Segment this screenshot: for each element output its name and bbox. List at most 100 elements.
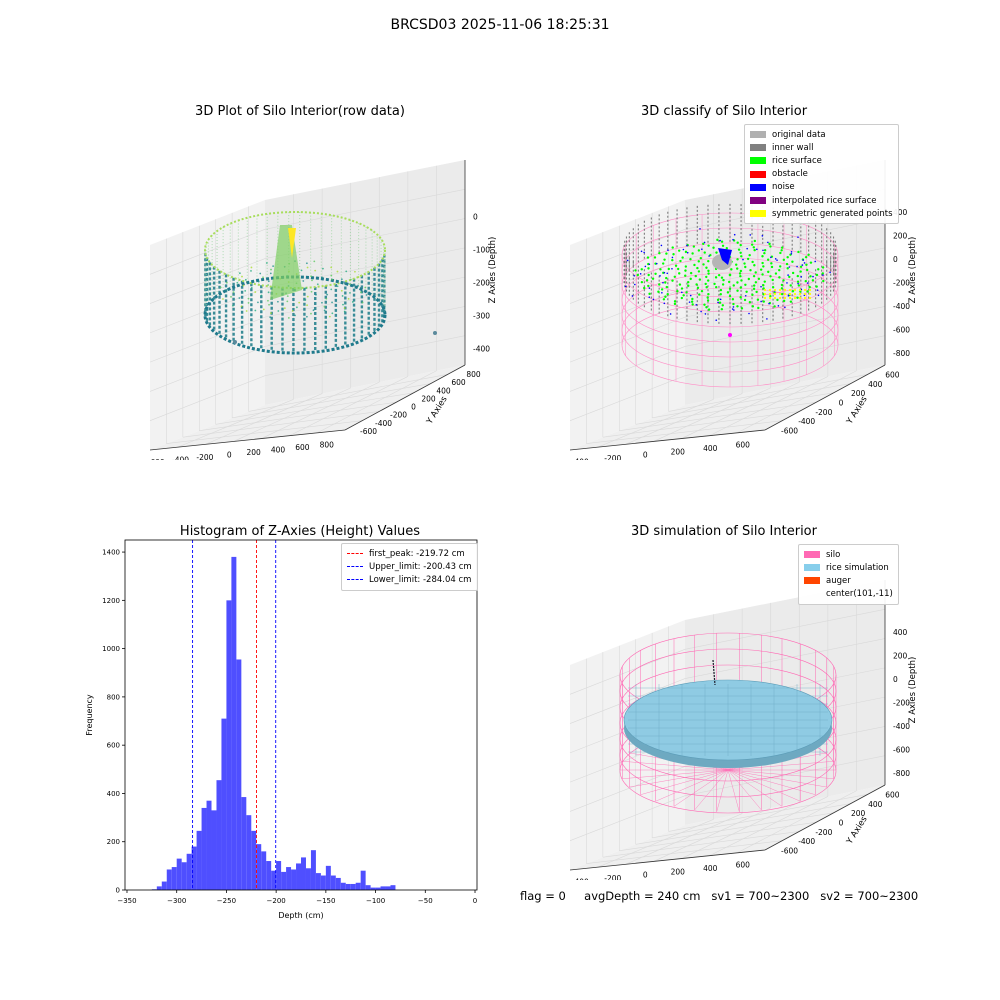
raw-floor-point bbox=[330, 288, 333, 291]
cls-rice-surface-point bbox=[744, 283, 747, 286]
cls-noise-point bbox=[652, 298, 655, 301]
raw-floor-point bbox=[240, 305, 243, 308]
raw-floor-point bbox=[348, 283, 351, 286]
cls-symmetric-point bbox=[803, 292, 807, 296]
histogram-bar bbox=[176, 858, 182, 890]
cls-z-tick-label: -400 bbox=[893, 302, 910, 311]
raw-y-axis-line bbox=[344, 364, 466, 431]
raw-floor-point bbox=[331, 312, 334, 315]
cls-rice-surface-point bbox=[713, 282, 716, 286]
cls-noise-point bbox=[790, 251, 793, 253]
cls-rice-surface-point bbox=[740, 279, 743, 282]
sim-auger-line bbox=[712, 659, 716, 686]
cls-rice-surface-point bbox=[680, 287, 684, 290]
cls-rice-surface-point bbox=[752, 287, 756, 291]
raw-floor-point bbox=[222, 298, 224, 300]
cls-symmetric-point bbox=[768, 296, 772, 300]
cls-grid-line bbox=[602, 411, 800, 438]
legend-swatch bbox=[750, 183, 766, 191]
cls-rice-surface-point bbox=[774, 272, 778, 275]
cls-grid-line bbox=[681, 381, 800, 439]
cls-noise-point bbox=[626, 259, 629, 262]
cls-noise-point bbox=[719, 239, 721, 242]
cls-rice-surface-point bbox=[706, 296, 709, 299]
raw-floor-point bbox=[241, 275, 243, 278]
cls-noise-point bbox=[803, 262, 806, 264]
raw-floor-point bbox=[272, 265, 275, 267]
cls-rice-surface-point bbox=[716, 298, 720, 302]
cls-symmetric-point bbox=[773, 288, 777, 292]
raw-floor-point bbox=[357, 275, 360, 278]
sim-grid-line bbox=[586, 840, 783, 864]
cls-rice-surface-point bbox=[732, 302, 735, 306]
histogram-bar bbox=[375, 887, 381, 890]
raw-x-tick-label: -400 bbox=[172, 455, 189, 460]
histogram-bar bbox=[390, 885, 396, 890]
cls-noise-point bbox=[812, 275, 814, 278]
raw-floor-point bbox=[286, 295, 289, 298]
sim-grid-line bbox=[668, 793, 868, 832]
cls-rice-surface-point bbox=[804, 255, 808, 259]
cls-rice-surface-point bbox=[702, 263, 705, 266]
cls-rice-surface-point bbox=[705, 286, 708, 289]
cls-rice-surface-point bbox=[782, 299, 786, 303]
cls-rice-surface-point bbox=[646, 256, 650, 259]
cls-rice-surface-point bbox=[662, 262, 665, 265]
raw-floor-point bbox=[244, 278, 247, 281]
raw-grid-line bbox=[149, 218, 466, 304]
cls-rice-surface-point bbox=[759, 268, 763, 271]
legend-item: original data bbox=[750, 128, 893, 141]
cls-rice-surface-point bbox=[804, 279, 807, 283]
raw-outlier-point bbox=[233, 340, 237, 344]
histogram-bar bbox=[196, 830, 202, 890]
legend-item: auger bbox=[804, 574, 893, 587]
raw-floor-point bbox=[357, 284, 359, 287]
cls-obstacle-point bbox=[728, 333, 732, 337]
cls-rice-surface-point bbox=[806, 290, 809, 293]
sim-silo-floor-spoke bbox=[694, 769, 729, 811]
cls-symmetric-point bbox=[788, 292, 792, 296]
cls-rice-surface-point bbox=[751, 293, 754, 297]
histogram-bar bbox=[171, 867, 177, 890]
cls-symmetric-point bbox=[788, 296, 792, 300]
legend-item: rice surface bbox=[750, 154, 893, 167]
legend-item: symmetric generated points bbox=[750, 207, 893, 220]
raw-z-tick-label: -400 bbox=[473, 345, 490, 354]
cls-x-tick-label: 600 bbox=[736, 441, 751, 450]
sim-grid-line bbox=[652, 803, 851, 839]
cls-rice-surface-point bbox=[822, 279, 825, 283]
cls-noise-point bbox=[701, 248, 703, 251]
raw-floor-point bbox=[277, 310, 280, 312]
histogram-y-tick-label: 600 bbox=[107, 742, 120, 750]
sim-z-axis-label: Z Axies (Depth) bbox=[908, 657, 918, 724]
raw-grid-line bbox=[215, 392, 414, 425]
histogram-x-tick-label: −150 bbox=[316, 897, 335, 905]
raw-floor-point bbox=[300, 269, 303, 272]
raw-outlier-point bbox=[433, 331, 437, 335]
cls-symmetric-point bbox=[763, 296, 767, 300]
cls-rice-surface-point bbox=[672, 253, 675, 256]
raw-z-tick-label: -300 bbox=[473, 312, 490, 321]
sim-silo-floor-spoke bbox=[727, 769, 762, 811]
raw-floor-point bbox=[312, 309, 315, 312]
histogram-x-tick-label: −300 bbox=[167, 897, 186, 905]
cls-rice-surface-point bbox=[634, 269, 637, 272]
raw-floor-point bbox=[322, 267, 324, 270]
cls-rice-surface-point bbox=[671, 258, 674, 262]
cls-rice-surface-point bbox=[796, 296, 799, 299]
histogram-x-tick-label: −350 bbox=[117, 897, 136, 905]
raw-plot-title: 3D Plot of Silo Interior(row data) bbox=[195, 104, 405, 119]
histogram-bar bbox=[201, 807, 207, 890]
cls-rice-surface-point bbox=[809, 261, 813, 264]
histogram-y-tick-label: 1000 bbox=[102, 645, 120, 653]
histogram-bar bbox=[335, 877, 341, 890]
cls-grid-line bbox=[737, 370, 857, 434]
cls-rice-surface-point bbox=[667, 267, 670, 271]
cls-x-tick-label: 0 bbox=[643, 451, 648, 460]
cls-z-axis-label: Z Axies (Depth) bbox=[908, 237, 918, 304]
cls-noise-point bbox=[742, 258, 744, 261]
cls-noise-point bbox=[661, 292, 663, 294]
cls-grid-line bbox=[569, 335, 886, 421]
cls-rice-surface-point bbox=[636, 273, 639, 277]
simulation-plot-title: 3D simulation of Silo Interior bbox=[631, 524, 817, 539]
